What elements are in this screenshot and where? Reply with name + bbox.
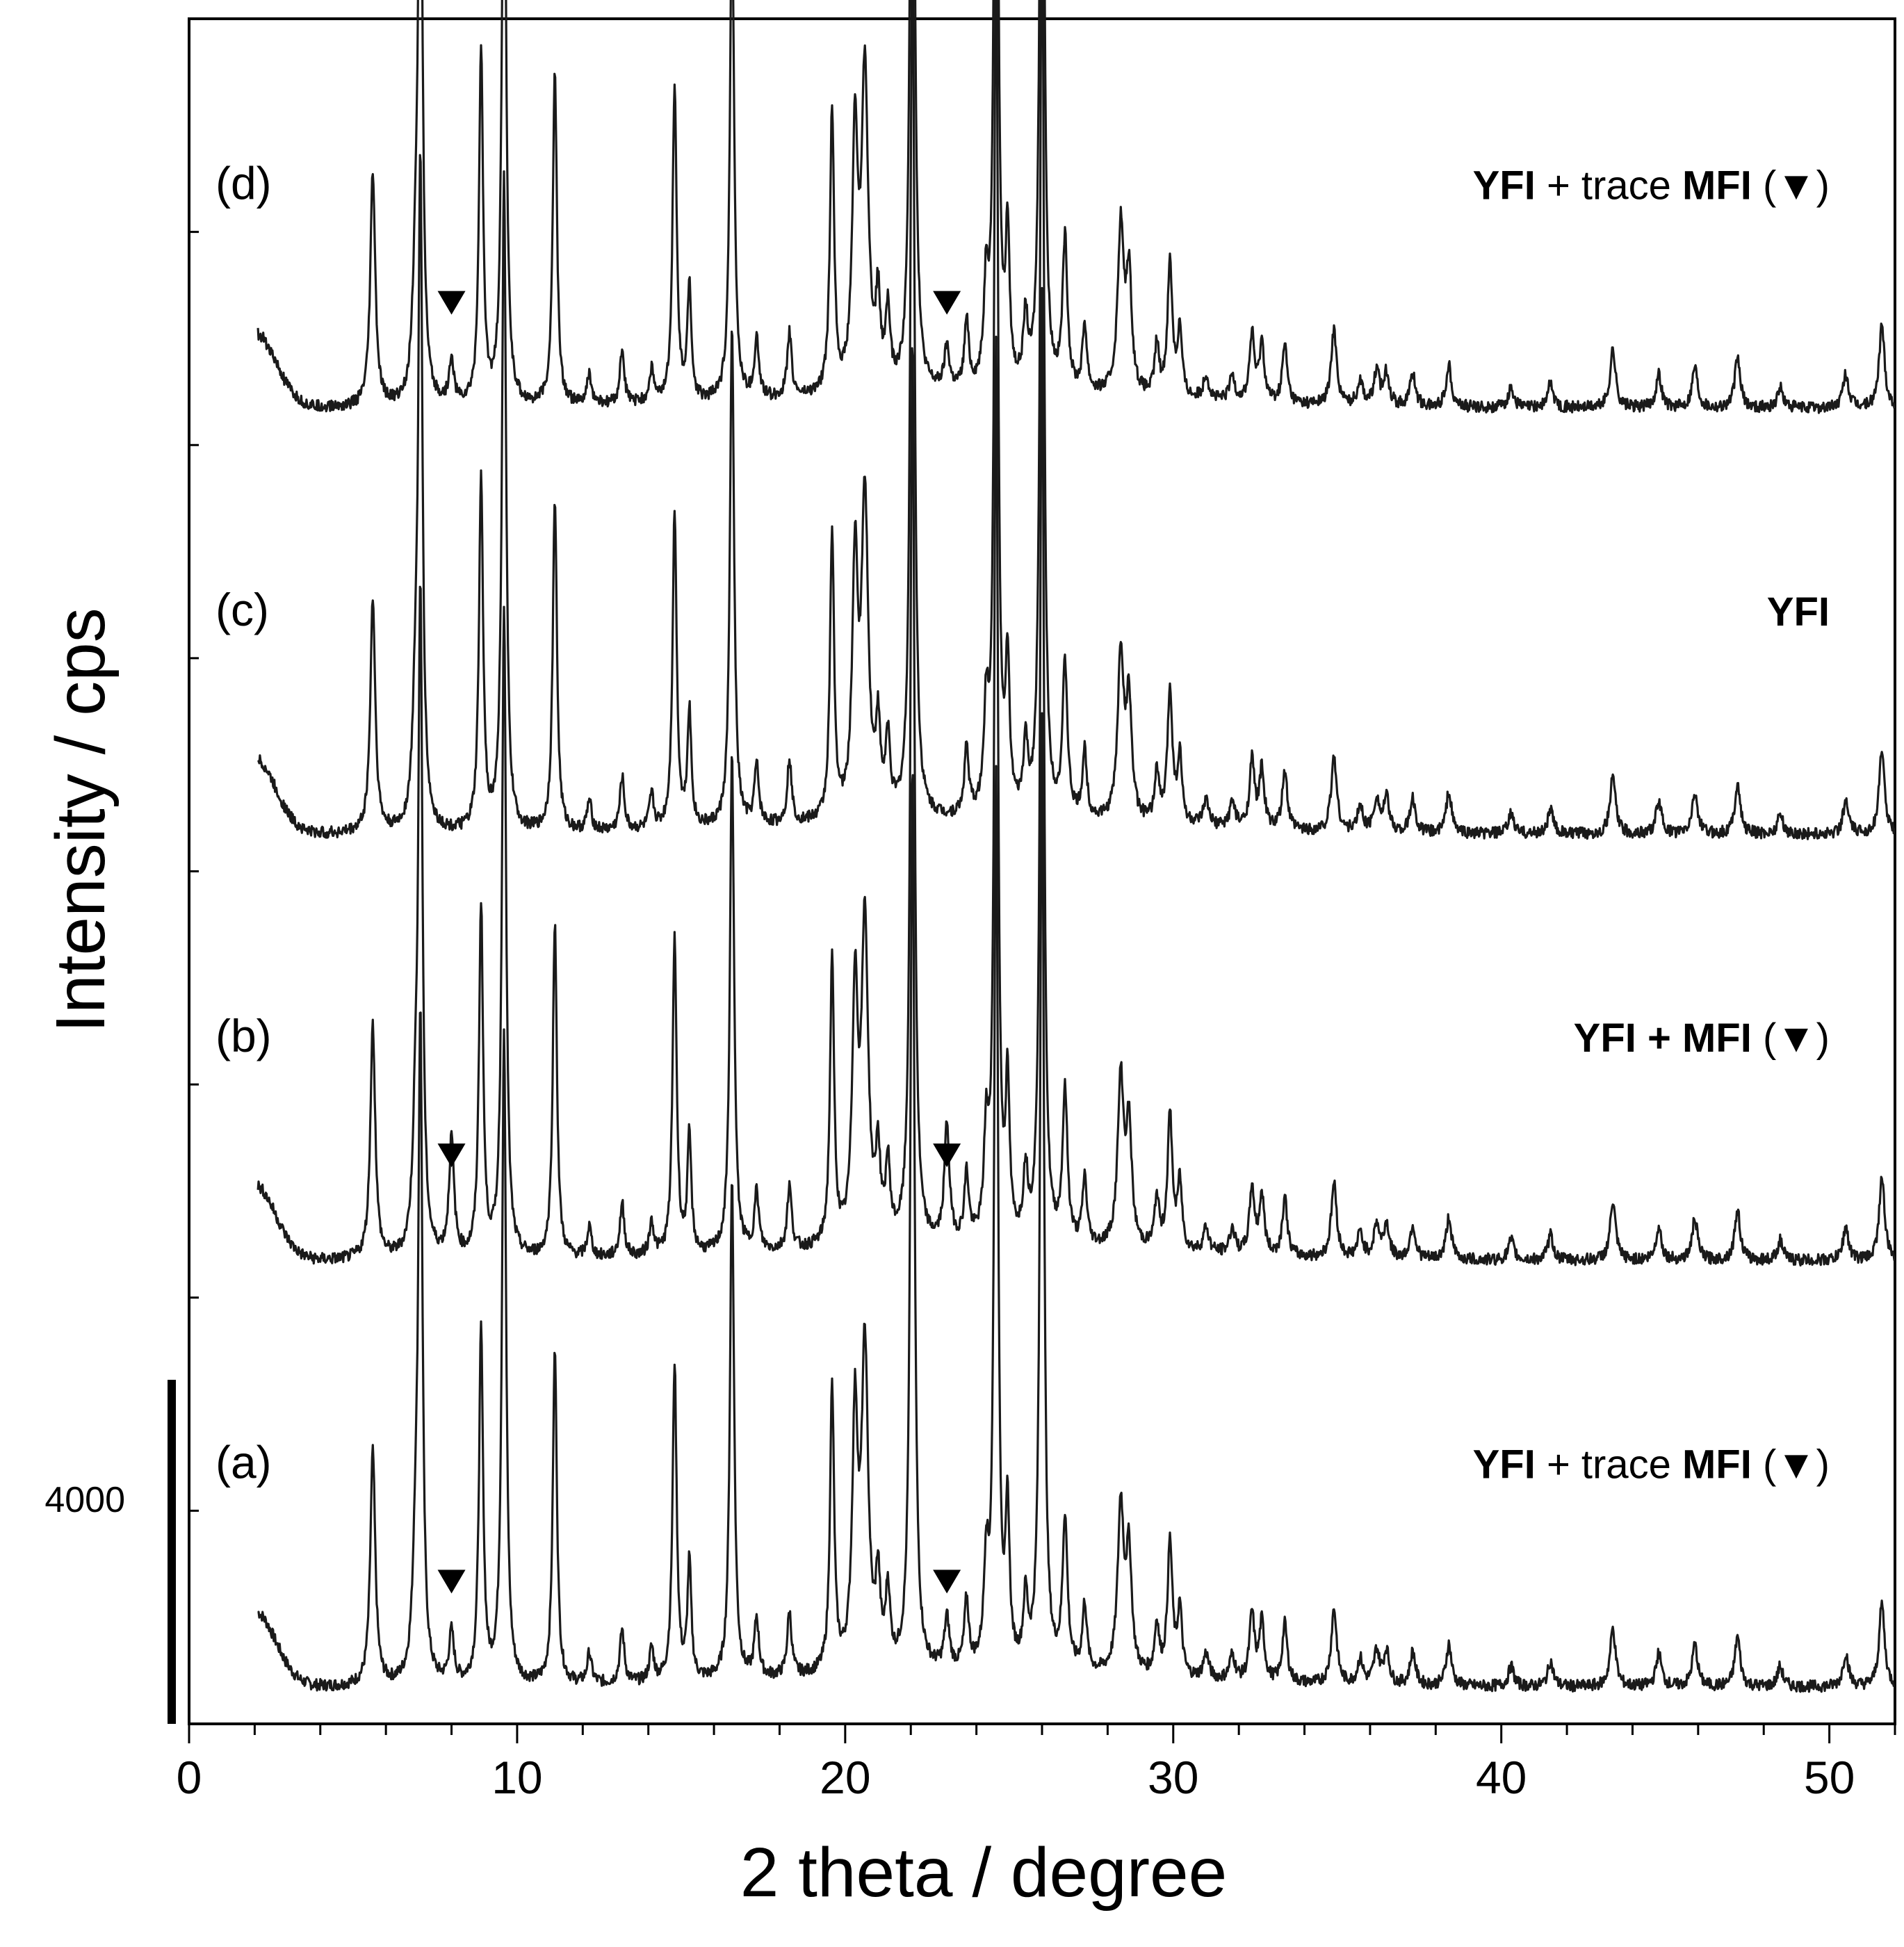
phase-label-c: YFI <box>1767 589 1830 635</box>
mfi-markers-group <box>437 291 961 1594</box>
phase-marker-part: (▼) <box>1752 163 1830 209</box>
mfi-marker-d-0 <box>437 291 466 315</box>
x-tick-label-30: 30 <box>1148 1752 1198 1803</box>
trace-c <box>257 0 1896 840</box>
traces-group <box>257 0 1896 1693</box>
y-axis-ticks <box>189 17 199 1725</box>
phase-normal-part: + trace <box>1536 163 1682 209</box>
x-tick-label-10: 10 <box>491 1752 542 1803</box>
x-axis-ticks: 0 10 20 30 40 50 <box>177 1724 1896 1803</box>
trace-d <box>257 0 1896 414</box>
x-tick-label-50: 50 <box>1804 1752 1855 1803</box>
mfi-marker-b-0 <box>437 1143 466 1168</box>
mfi-marker-a-0 <box>437 1570 466 1594</box>
series-label-c: (c) <box>215 584 269 635</box>
phase-label-b: YFI + MFI (▼) <box>1574 1016 1830 1061</box>
mfi-marker-a-1 <box>933 1570 961 1594</box>
trace-a <box>257 712 1895 1693</box>
series-labels-group: (a) YFI + trace MFI (▼) (b) YFI + MFI (▼) (c… <box>215 158 1830 1488</box>
phase-label-d: YFI + trace MFI (▼) <box>1473 163 1830 209</box>
phase-bold-part: YFI <box>1473 1442 1536 1487</box>
x-tick-label-20: 20 <box>820 1752 870 1803</box>
x-tick-label-40: 40 <box>1476 1752 1527 1803</box>
phase-bold-part: YFI + MFI <box>1574 1016 1752 1061</box>
phase-bold-part: YFI <box>1767 589 1830 635</box>
phase-marker-part: (▼) <box>1752 1016 1830 1061</box>
y-axis-title: Intensity / cps <box>42 608 120 1032</box>
phase-bold-part: YFI <box>1473 163 1536 209</box>
series-label-b: (b) <box>215 1010 272 1061</box>
x-tick-label-0: 0 <box>177 1752 202 1803</box>
series-label-d: (d) <box>215 158 272 209</box>
x-axis-title: 2 theta / degree <box>740 1834 1228 1912</box>
phase-marker-part: (▼) <box>1752 1442 1830 1487</box>
scale-bar-label: 4000 <box>44 1480 125 1520</box>
series-label-a: (a) <box>215 1436 272 1488</box>
phase-bold-part-2: MFI <box>1682 1442 1752 1487</box>
trace-b <box>257 286 1896 1267</box>
mfi-marker-b-1 <box>933 1143 961 1168</box>
phase-bold-part-2: MFI <box>1682 163 1752 209</box>
mfi-marker-d-1 <box>933 291 961 315</box>
phase-label-a: YFI + trace MFI (▼) <box>1473 1442 1830 1487</box>
phase-normal-part: + trace <box>1536 1442 1682 1487</box>
